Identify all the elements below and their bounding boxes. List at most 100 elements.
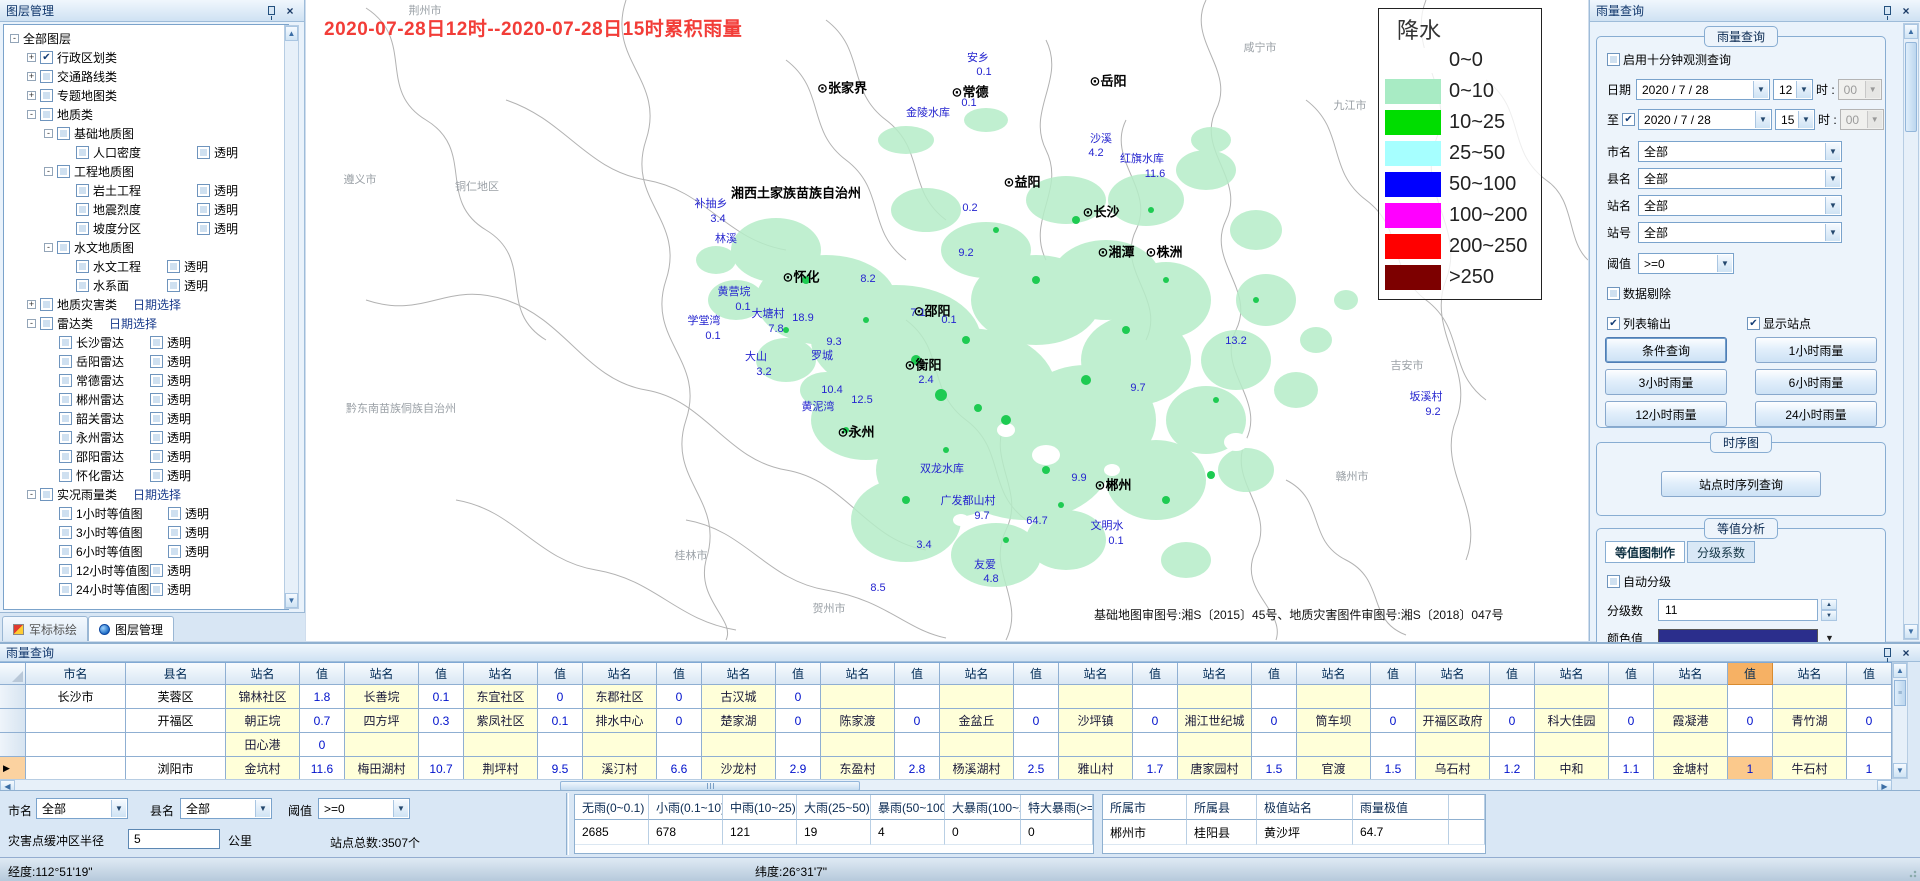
- value-cell[interactable]: [1728, 685, 1773, 709]
- transparent-checkbox[interactable]: [150, 374, 163, 387]
- layer-checkbox[interactable]: [40, 317, 53, 330]
- tree-expander-icon[interactable]: +: [27, 299, 36, 309]
- bb-threshold-select[interactable]: >=0 ▼: [318, 798, 410, 819]
- tree-expander-icon[interactable]: -: [44, 129, 53, 138]
- scroll-down-icon[interactable]: ▼: [1893, 763, 1907, 778]
- value-cell[interactable]: [657, 733, 702, 757]
- grid-col-value[interactable]: 值: [657, 663, 702, 685]
- value-cell[interactable]: 0: [538, 685, 583, 709]
- grid-col-value[interactable]: 值: [1252, 663, 1297, 685]
- scroll-up-icon[interactable]: ▲: [1904, 24, 1918, 39]
- county-cell[interactable]: [126, 733, 226, 757]
- layer-checkbox[interactable]: [59, 469, 72, 482]
- date-select-label[interactable]: 日期选择: [133, 488, 182, 502]
- layer-checkbox[interactable]: [76, 260, 89, 273]
- station-id-select[interactable]: 全部 ▼: [1638, 222, 1842, 243]
- station-cell[interactable]: 溪汀村: [583, 757, 657, 779]
- resize-grip[interactable]: [1907, 868, 1917, 878]
- layer-checkbox[interactable]: [40, 108, 53, 121]
- transparent-checkbox[interactable]: [150, 393, 163, 406]
- bb-county-select[interactable]: 全部 ▼: [180, 798, 272, 819]
- hour-to-select[interactable]: 15 ▼: [1775, 109, 1816, 130]
- tree-item[interactable]: 人口密度 透明: [4, 143, 288, 162]
- tree-item[interactable]: 24小时等值图 透明: [4, 580, 288, 599]
- tree-expander-icon[interactable]: -: [27, 319, 36, 328]
- station-cell[interactable]: 紫凤社区: [464, 709, 538, 733]
- close-icon[interactable]: ×: [1902, 3, 1910, 18]
- tree-item[interactable]: - 雷达类 日期选择: [4, 314, 288, 333]
- station-cell[interactable]: 长善垸: [345, 685, 419, 709]
- color-dropdown-icon[interactable]: ▼: [1825, 633, 1834, 643]
- tree-item[interactable]: 坡度分区 透明: [4, 219, 288, 238]
- station-cell[interactable]: [702, 733, 776, 757]
- value-cell[interactable]: 0: [1133, 709, 1178, 733]
- station-cell[interactable]: 杨溪湖村: [940, 757, 1014, 779]
- grid-col-value[interactable]: 值: [895, 663, 940, 685]
- date-from-select[interactable]: 2020 / 7 / 28 ▼: [1636, 79, 1770, 100]
- value-cell[interactable]: 10.7: [419, 757, 464, 779]
- station-cell[interactable]: 官渡: [1297, 757, 1371, 779]
- tree-item[interactable]: 岳阳雷达 透明: [4, 352, 288, 371]
- grid-col-value[interactable]: 值: [1014, 663, 1059, 685]
- value-cell[interactable]: 1.5: [1371, 757, 1416, 779]
- station-cell[interactable]: 金坑村: [226, 757, 300, 779]
- layer-checkbox[interactable]: [59, 393, 72, 406]
- station-cell[interactable]: [821, 733, 895, 757]
- transparent-checkbox[interactable]: [167, 260, 180, 273]
- grid-col-station[interactable]: 站名: [940, 663, 1014, 685]
- tree-expander-icon[interactable]: +: [27, 90, 36, 100]
- rain-1h-button[interactable]: 1小时雨量: [1755, 337, 1877, 363]
- tree-item[interactable]: + 地质灾害类 日期选择: [4, 295, 288, 314]
- layer-checkbox[interactable]: [59, 507, 72, 520]
- station-cell[interactable]: 金塘村: [1654, 757, 1728, 779]
- threshold-select[interactable]: >=0 ▼: [1638, 253, 1734, 274]
- date-to-select[interactable]: 2020 / 7 / 28 ▼: [1638, 109, 1773, 130]
- value-cell[interactable]: 0.7: [300, 709, 345, 733]
- row-indicator[interactable]: [0, 733, 26, 757]
- tree-item[interactable]: 常德雷达 透明: [4, 371, 288, 390]
- tab-layer-manager[interactable]: 图层管理: [88, 616, 175, 641]
- tree-item[interactable]: 水系面 透明: [4, 276, 288, 295]
- station-cell[interactable]: 乌石村: [1416, 757, 1490, 779]
- value-cell[interactable]: [1847, 685, 1892, 709]
- value-cell[interactable]: [538, 733, 583, 757]
- value-cell[interactable]: 0.1: [419, 685, 464, 709]
- station-cell[interactable]: 东宜社区: [464, 685, 538, 709]
- grid-col-station[interactable]: 站名: [1773, 663, 1847, 685]
- layer-checkbox[interactable]: [40, 89, 53, 102]
- value-cell[interactable]: 0: [657, 685, 702, 709]
- station-cell[interactable]: [1654, 685, 1728, 709]
- tree-item[interactable]: - 全部图层: [4, 29, 288, 48]
- date-to-checkbox[interactable]: ✔: [1622, 113, 1636, 126]
- layer-checkbox[interactable]: [76, 279, 89, 292]
- transparent-checkbox[interactable]: [197, 222, 210, 235]
- transparent-checkbox[interactable]: [150, 336, 163, 349]
- auto-grading-checkbox[interactable]: [1607, 575, 1620, 588]
- hour-from-select[interactable]: 12 ▼: [1773, 79, 1813, 100]
- levels-spinner[interactable]: ▲ ▼: [1821, 599, 1837, 621]
- station-name-select[interactable]: 全部 ▼: [1638, 195, 1842, 216]
- row-indicator[interactable]: ▶: [0, 757, 26, 779]
- layer-checkbox[interactable]: [76, 203, 89, 216]
- date-select-label[interactable]: 日期选择: [109, 317, 158, 331]
- station-cell[interactable]: 科大佳园: [1535, 709, 1609, 733]
- city-cell[interactable]: 长沙市: [26, 685, 126, 709]
- city-cell[interactable]: [26, 757, 126, 779]
- value-cell[interactable]: 1: [1728, 757, 1773, 779]
- value-cell[interactable]: [1133, 733, 1178, 757]
- condition-query-button[interactable]: 条件查询: [1605, 337, 1727, 363]
- right-panel-scrollbar[interactable]: ▲ ▼: [1903, 23, 1919, 640]
- station-cell[interactable]: [1416, 733, 1490, 757]
- layer-checkbox[interactable]: [57, 241, 70, 254]
- layer-checkbox[interactable]: [76, 146, 89, 159]
- tree-item[interactable]: - 基础地质图: [4, 124, 288, 143]
- grid-col-station[interactable]: 站名: [1416, 663, 1490, 685]
- layer-checkbox[interactable]: ✔: [40, 51, 53, 64]
- tree-item[interactable]: 地震烈度 透明: [4, 200, 288, 219]
- station-cell[interactable]: [583, 733, 657, 757]
- tree-expander-icon[interactable]: -: [27, 490, 36, 499]
- station-cell[interactable]: 金盆丘: [940, 709, 1014, 733]
- tree-expander-icon[interactable]: -: [44, 243, 53, 252]
- station-cell[interactable]: [940, 733, 1014, 757]
- data-filter-checkbox[interactable]: [1607, 287, 1620, 300]
